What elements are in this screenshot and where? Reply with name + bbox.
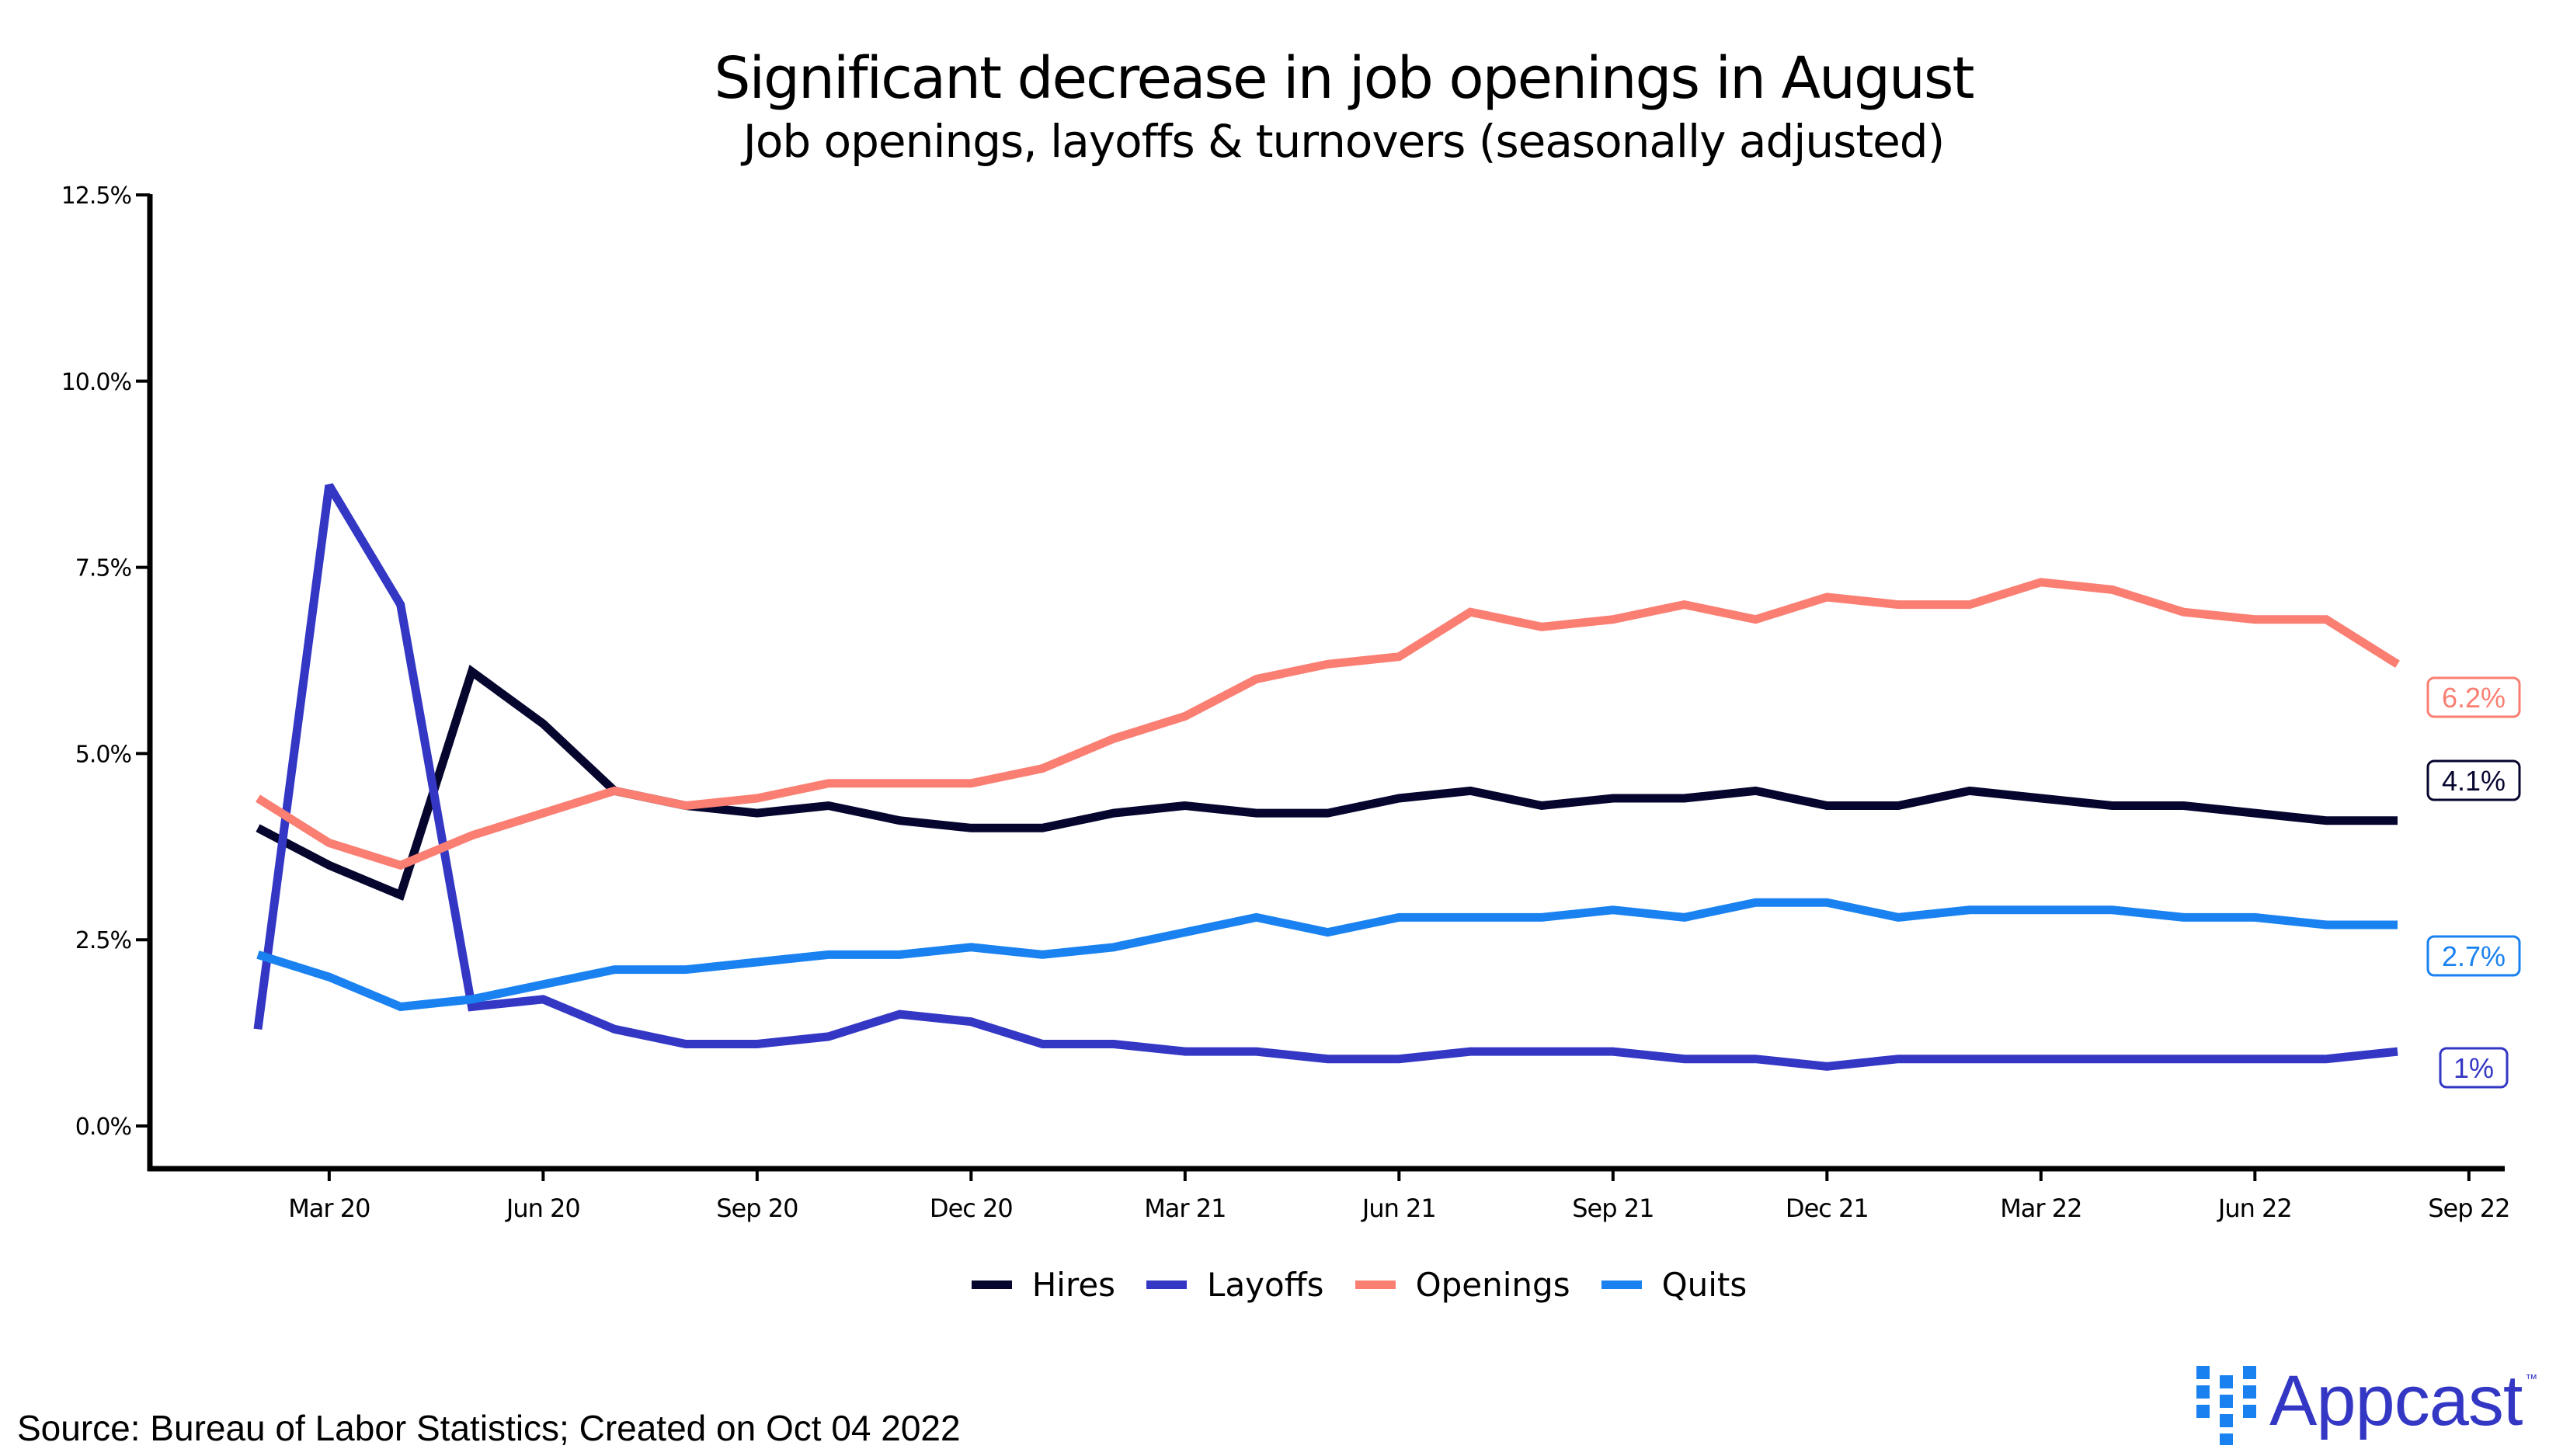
end-label-box bbox=[2426, 676, 2521, 718]
legend-label: Openings bbox=[1415, 1266, 1570, 1304]
x-tick-label: Jun 21 bbox=[1361, 1194, 1436, 1223]
series-line-quits bbox=[256, 898, 2398, 1012]
series-lines bbox=[253, 483, 2400, 1071]
legend-swatch bbox=[1355, 1281, 1396, 1289]
y-tick-label: 7.5% bbox=[75, 555, 131, 582]
end-label-box bbox=[2426, 759, 2521, 801]
legend-swatch bbox=[971, 1281, 1012, 1289]
end-label-openings: 6.2% bbox=[2426, 676, 2521, 718]
end-label-hires: 4.1% bbox=[2426, 759, 2521, 801]
end-labels: 4.1% 1% 6.2% 2.7% bbox=[2426, 676, 2521, 1089]
legend-item-quits: Quits bbox=[1601, 1266, 1748, 1304]
x-tick-label: Dec 21 bbox=[1786, 1194, 1869, 1223]
x-tick-label: Sep 20 bbox=[716, 1194, 798, 1223]
y-tick-label: 10.0% bbox=[61, 369, 131, 396]
y-axis: 0.0% 2.5% 5.0% 7.5% 10.0% 12.5% bbox=[61, 182, 153, 1171]
chart-title: Significant decrease in job openings in … bbox=[714, 45, 1975, 112]
end-label-text: 6.2% bbox=[2442, 682, 2506, 714]
appcast-logo-mark-icon bbox=[2196, 1366, 2259, 1445]
y-tick-label: 12.5% bbox=[61, 182, 131, 210]
end-label-box bbox=[2426, 935, 2521, 977]
x-tick-label: Sep 22 bbox=[2428, 1194, 2509, 1223]
end-label-quits: 2.7% bbox=[2426, 935, 2521, 977]
x-tick-label: Dec 20 bbox=[930, 1194, 1013, 1223]
logo-trademark: ™ bbox=[2525, 1373, 2538, 1386]
logo-wordmark: Appcast bbox=[2269, 1361, 2523, 1440]
y-tick-label: 5.0% bbox=[75, 741, 131, 768]
legend-label: Layoffs bbox=[1207, 1266, 1324, 1304]
legend-item-openings: Openings bbox=[1355, 1266, 1570, 1304]
end-label-box bbox=[2439, 1047, 2509, 1089]
series-line-layoffs bbox=[253, 483, 2398, 1071]
y-tick-label: 0.0% bbox=[75, 1114, 131, 1141]
series-line-openings bbox=[256, 578, 2400, 870]
legend-label: Quits bbox=[1661, 1266, 1748, 1304]
end-label-text: 1% bbox=[2453, 1052, 2494, 1084]
x-tick-label: Mar 22 bbox=[2000, 1194, 2081, 1223]
x-tick-label: Mar 20 bbox=[288, 1194, 370, 1223]
x-tick-label: Jun 22 bbox=[2217, 1194, 2292, 1223]
x-axis: Mar 20 Jun 20 Sep 20 Dec 20 Mar 21 Jun 21 Sep … bbox=[148, 1166, 2510, 1223]
legend: Hires Layoffs Openings Quits bbox=[932, 1266, 1786, 1304]
x-tick-label: Sep 21 bbox=[1572, 1194, 1654, 1223]
end-label-text: 2.7% bbox=[2442, 940, 2506, 972]
x-tick-label: Jun 20 bbox=[505, 1194, 580, 1223]
y-tick-label: 2.5% bbox=[75, 927, 131, 954]
end-label-text: 4.1% bbox=[2442, 765, 2506, 797]
legend-swatch bbox=[1146, 1281, 1188, 1289]
series-line-hires bbox=[256, 664, 2398, 901]
x-tick-label: Mar 21 bbox=[1144, 1194, 1226, 1223]
legend-item-hires: Hires bbox=[971, 1266, 1116, 1304]
legend-item-layoffs: Layoffs bbox=[1146, 1266, 1324, 1304]
chart-subtitle: Job openings, layoffs & turnovers (seaso… bbox=[742, 115, 1945, 168]
source-note: Source: Bureau of Labor Statistics; Crea… bbox=[17, 1408, 961, 1448]
legend-swatch bbox=[1601, 1281, 1642, 1289]
end-label-layoffs: 1% bbox=[2439, 1047, 2509, 1089]
legend-label: Hires bbox=[1031, 1266, 1116, 1304]
appcast-logo: Appcast ™ bbox=[2196, 1361, 2538, 1445]
